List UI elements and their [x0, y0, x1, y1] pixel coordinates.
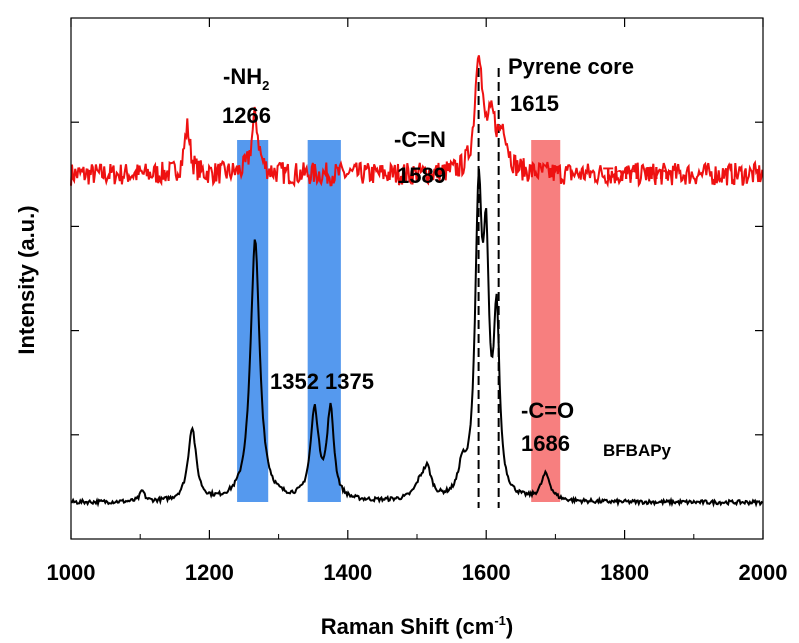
x-axis-title-main: Raman Shift (cm: [321, 614, 495, 639]
nh2-label: -NH2: [223, 64, 269, 93]
x-axis-title: Raman Shift (cm-1): [321, 613, 513, 639]
spectra: [70, 55, 764, 508]
highlight-band-3: [531, 140, 561, 502]
x-tick-label-1400: 1400: [323, 560, 372, 585]
x-tick-label-1600: 1600: [462, 560, 511, 585]
x-tick-label-1200: 1200: [185, 560, 234, 585]
series-line-bfbapy: [70, 168, 764, 508]
pyrene-value: 1615: [510, 91, 559, 116]
highlight-band-2: [307, 140, 341, 502]
peaks-1352-1375-label: 1352 1375: [270, 369, 374, 394]
x-tick-label-1000: 1000: [47, 560, 96, 585]
co-label: -C=O: [521, 398, 574, 423]
nh2-value: 1266: [222, 103, 271, 128]
series-line-thin-film: [70, 55, 764, 189]
thin-film-label: Thin film: [603, 164, 674, 183]
y-axis-title: Intensity (a.u.): [14, 205, 39, 354]
pyrene-label: Pyrene core: [508, 54, 634, 79]
highlight-band-1: [237, 140, 269, 502]
x-tick-label-1800: 1800: [600, 560, 649, 585]
cn-label: -C=N: [394, 127, 446, 152]
x-axis-title-sup: -1: [494, 613, 506, 628]
bfbapy-label: BFBAPy: [603, 441, 672, 460]
cn-value: 1589: [397, 163, 446, 188]
axis-ticks: 1000 1200 1400 1600 1800 2000: [47, 18, 788, 585]
plot-frame: [70, 17, 764, 540]
peak-reference-lines: [477, 68, 500, 508]
x-tick-label-2000: 2000: [739, 560, 788, 585]
co-value: 1686: [521, 431, 570, 456]
highlight-bands: [237, 140, 561, 502]
x-axis-title-end: ): [506, 614, 513, 639]
